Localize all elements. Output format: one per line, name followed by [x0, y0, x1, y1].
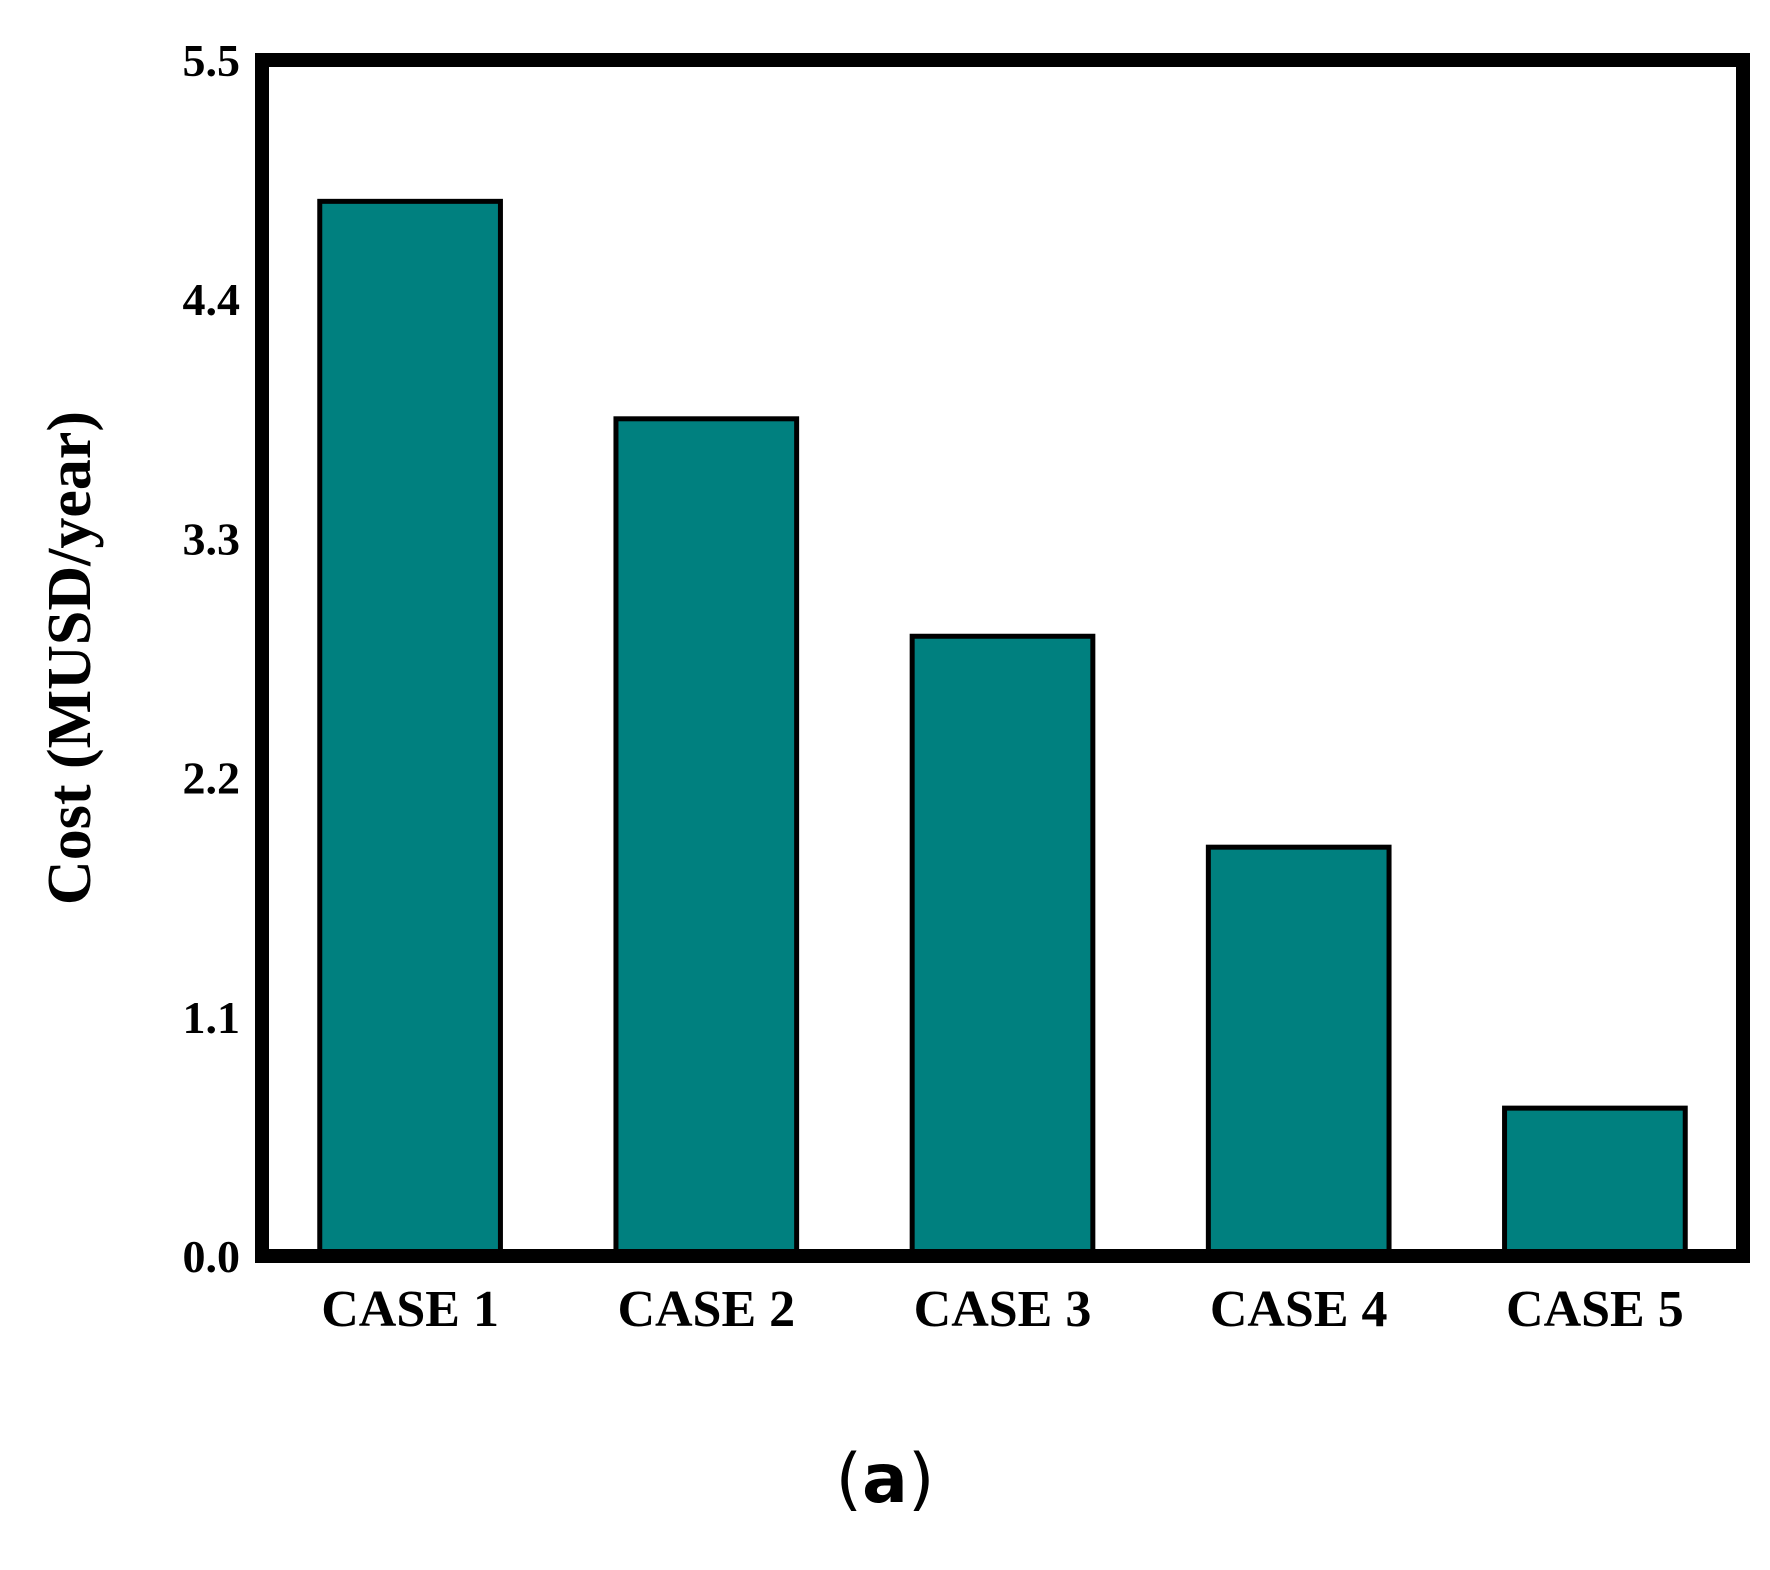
x-tick-label-5: CASE 5 [1506, 1281, 1684, 1338]
bar-case-2 [613, 416, 800, 1259]
bar-case-5 [1502, 1105, 1688, 1259]
x-axis-labels: CASE 1 CASE 2 CASE 3 CASE 4 CASE 5 [321, 1281, 1684, 1338]
plot-frame [255, 53, 1750, 1263]
y-tick-label-3: 3.3 [183, 513, 241, 564]
y-tick-label-0: 0.0 [183, 1231, 241, 1282]
y-tick-label-2: 2.2 [183, 753, 241, 804]
x-tick-label-2: CASE 2 [617, 1281, 795, 1338]
x-tick-label-4: CASE 4 [1210, 1281, 1388, 1338]
y-axis-title: Cost (MUSD/year) [36, 411, 104, 905]
x-tick-label-1: CASE 1 [321, 1281, 499, 1338]
bar-chart: 0.01.12.23.34.45.5 CASE 1 CASE 2 CASE 3 CAS… [36, 35, 1750, 1338]
y-axis-ticks: 0.0 1.1 2.2 3.3 4.4 5.5 [183, 35, 241, 1282]
y-tick-label-1: 1.1 [183, 992, 241, 1043]
bar-case-4 [1205, 844, 1392, 1259]
panel-label: (a) [0, 1440, 1770, 1519]
panel-label-close-paren: ) [907, 1440, 935, 1519]
x-tick-label-3: CASE 3 [914, 1281, 1092, 1338]
y-tick-label-5: 5.5 [183, 35, 241, 86]
bars-group [317, 198, 1688, 1259]
bar-case-3 [909, 633, 1096, 1259]
panel-label-letter: a [862, 1440, 908, 1519]
panel-label-open-paren: ( [835, 1440, 863, 1519]
bar-case-1 [317, 198, 503, 1259]
y-tick-label-4: 4.4 [183, 274, 241, 325]
